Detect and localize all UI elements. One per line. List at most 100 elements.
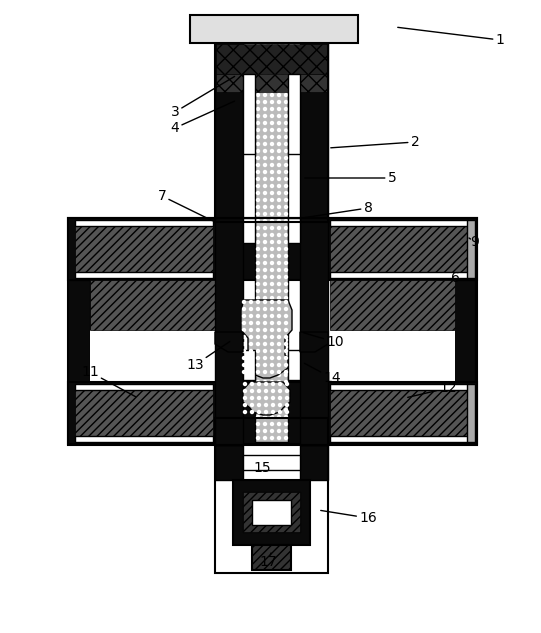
- Circle shape: [270, 72, 274, 76]
- Circle shape: [263, 226, 267, 230]
- Circle shape: [257, 403, 261, 407]
- Bar: [330, 384, 468, 390]
- Bar: [330, 388, 468, 438]
- Circle shape: [284, 359, 288, 363]
- Circle shape: [256, 303, 260, 307]
- Circle shape: [256, 233, 260, 237]
- Circle shape: [271, 410, 275, 414]
- Circle shape: [277, 233, 281, 237]
- Circle shape: [277, 226, 281, 230]
- Circle shape: [257, 382, 261, 386]
- Circle shape: [284, 226, 288, 230]
- Bar: [330, 272, 468, 278]
- Circle shape: [256, 177, 260, 181]
- Circle shape: [250, 382, 254, 386]
- Bar: [243, 218, 255, 243]
- Circle shape: [284, 184, 288, 188]
- Text: 15: 15: [253, 461, 271, 475]
- Circle shape: [270, 296, 274, 300]
- Circle shape: [284, 387, 288, 391]
- Bar: [330, 436, 468, 442]
- Circle shape: [277, 268, 281, 272]
- Circle shape: [285, 382, 289, 386]
- Polygon shape: [300, 332, 328, 352]
- Circle shape: [256, 307, 260, 311]
- Circle shape: [284, 331, 288, 335]
- Bar: [216, 44, 328, 74]
- Bar: [68, 218, 477, 280]
- Circle shape: [263, 342, 267, 346]
- Circle shape: [256, 78, 260, 83]
- Bar: [215, 42, 243, 222]
- Text: 10: 10: [304, 333, 344, 349]
- Text: 16: 16: [321, 510, 377, 525]
- Circle shape: [263, 44, 267, 48]
- Circle shape: [270, 380, 274, 384]
- Circle shape: [270, 408, 274, 412]
- Circle shape: [277, 65, 281, 69]
- Circle shape: [249, 307, 253, 311]
- Circle shape: [277, 345, 281, 349]
- Circle shape: [256, 65, 260, 69]
- Circle shape: [263, 254, 267, 258]
- Circle shape: [277, 247, 281, 251]
- Text: 13: 13: [186, 342, 230, 372]
- Circle shape: [263, 296, 267, 300]
- Circle shape: [284, 342, 288, 346]
- Circle shape: [256, 268, 260, 272]
- Circle shape: [242, 321, 246, 325]
- Circle shape: [277, 349, 281, 353]
- Circle shape: [242, 356, 246, 360]
- Circle shape: [284, 366, 288, 370]
- Circle shape: [277, 394, 281, 398]
- Circle shape: [277, 177, 281, 181]
- Circle shape: [277, 335, 281, 339]
- Circle shape: [256, 436, 260, 440]
- Text: 6: 6: [451, 271, 459, 285]
- Bar: [216, 74, 328, 92]
- Circle shape: [270, 373, 274, 377]
- Circle shape: [284, 254, 288, 258]
- Circle shape: [256, 205, 260, 209]
- Circle shape: [249, 342, 253, 346]
- Circle shape: [256, 219, 260, 223]
- Circle shape: [263, 331, 267, 335]
- Circle shape: [284, 436, 288, 440]
- Circle shape: [277, 142, 281, 146]
- Bar: [75, 388, 213, 438]
- Bar: [243, 350, 255, 380]
- Circle shape: [243, 389, 247, 393]
- Circle shape: [277, 401, 281, 405]
- Circle shape: [270, 429, 274, 433]
- Circle shape: [285, 403, 289, 407]
- Circle shape: [270, 349, 274, 353]
- Circle shape: [284, 373, 288, 377]
- Circle shape: [277, 149, 281, 153]
- Circle shape: [284, 356, 288, 360]
- Text: 4: 4: [170, 101, 234, 135]
- Circle shape: [270, 197, 274, 202]
- Circle shape: [263, 184, 267, 188]
- Circle shape: [263, 366, 267, 370]
- Polygon shape: [215, 332, 243, 352]
- Circle shape: [263, 380, 267, 384]
- Circle shape: [249, 335, 253, 339]
- Bar: [453, 280, 475, 382]
- Circle shape: [270, 422, 274, 426]
- Circle shape: [263, 436, 267, 440]
- Circle shape: [277, 316, 281, 321]
- Circle shape: [263, 121, 267, 125]
- Circle shape: [277, 296, 281, 300]
- Circle shape: [284, 93, 288, 97]
- Bar: [288, 350, 300, 380]
- Text: 11: 11: [81, 365, 136, 397]
- Circle shape: [270, 324, 274, 328]
- Circle shape: [277, 128, 281, 132]
- Circle shape: [256, 156, 260, 160]
- Circle shape: [256, 44, 260, 48]
- Circle shape: [284, 300, 288, 304]
- Bar: [90, 280, 215, 330]
- Circle shape: [256, 296, 260, 300]
- Bar: [330, 330, 455, 382]
- Circle shape: [277, 51, 281, 55]
